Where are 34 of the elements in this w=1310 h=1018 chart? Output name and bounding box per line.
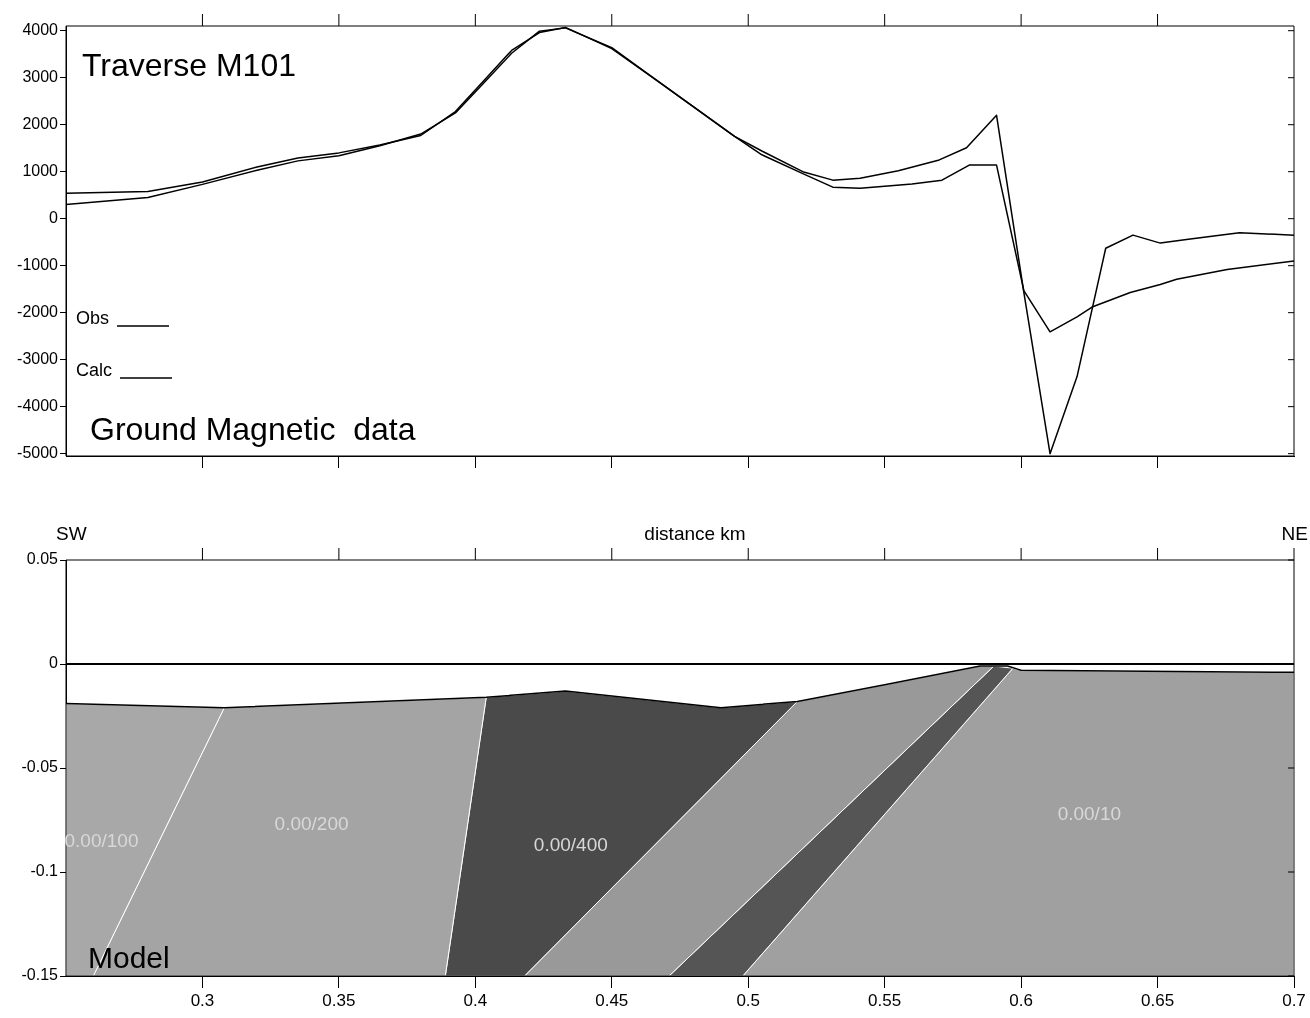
text: NE: [1281, 523, 1308, 544]
x-tick-label: 0.55: [868, 990, 902, 1010]
annotation: 0.00/400: [533, 834, 608, 856]
x-tick-label: 0.35: [322, 990, 356, 1010]
y-tick-label: 2000: [22, 115, 59, 133]
y-tick-label: -4000: [17, 397, 59, 415]
y-tick-label: 0: [49, 209, 59, 227]
y-tick-label: 4000: [22, 21, 59, 39]
y-tick-label: -0.05: [21, 758, 59, 776]
x-tick-label: 0.45: [595, 990, 629, 1010]
y-tick-label: -3000: [17, 350, 59, 368]
y-tick-label: -1000: [17, 256, 59, 274]
y-tick-label: -2000: [17, 303, 59, 321]
text: Ground Magnetic data: [90, 411, 416, 447]
annotation: 0.00/10: [1057, 803, 1122, 824]
x-tick-label: 0.65: [1141, 990, 1175, 1010]
x-axis-title: distance km: [644, 523, 746, 544]
y-tick-label: 1000: [22, 162, 59, 180]
text: Model: [88, 941, 170, 974]
x-tick-label: 0.7: [1282, 990, 1306, 1010]
y-tick-label: 3000: [22, 68, 59, 86]
y-tick-label: -0.1: [30, 862, 59, 880]
legend-label: Calc: [76, 360, 113, 380]
y-tick-label: -5000: [17, 444, 59, 462]
x-tick-label: 0.6: [1009, 990, 1033, 1010]
y-tick-label: -0.15: [21, 966, 59, 984]
text: SW: [56, 523, 87, 544]
x-tick-label: 0.4: [463, 990, 488, 1010]
text: Traverse M101: [82, 47, 296, 83]
x-tick-label: 0.5: [736, 990, 761, 1010]
legend-label: Obs: [76, 308, 110, 328]
y-tick-label: 0: [49, 654, 59, 672]
y-tick-label: 0.05: [26, 550, 59, 568]
x-tick-label: 0.3: [190, 990, 215, 1010]
